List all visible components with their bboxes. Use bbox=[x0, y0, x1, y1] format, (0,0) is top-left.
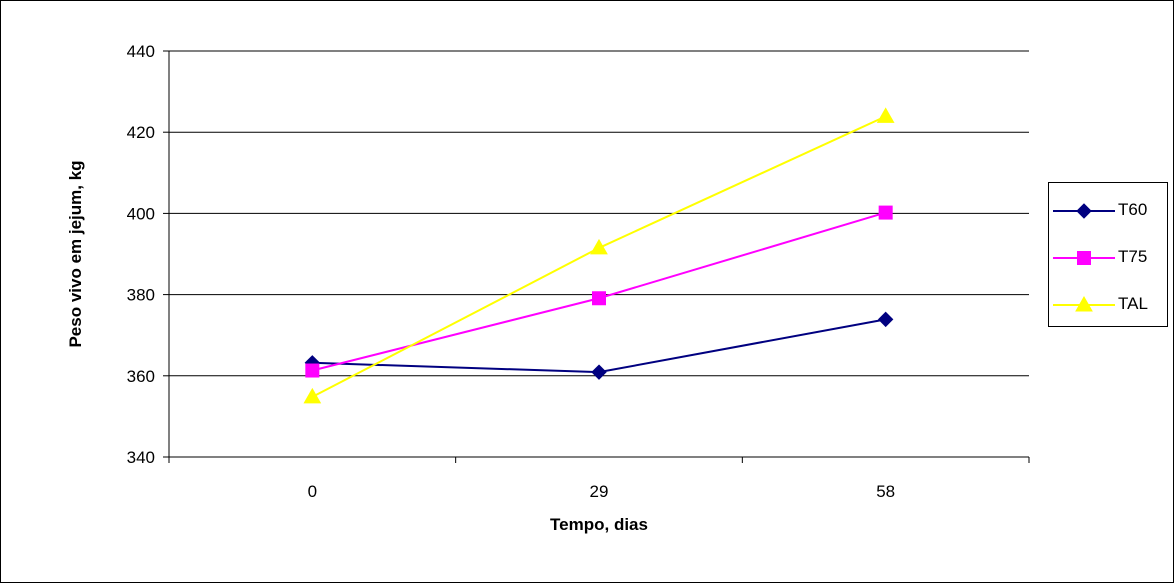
axes bbox=[163, 50, 1030, 463]
legend-swatch bbox=[1053, 296, 1115, 312]
y-tick-label: 400 bbox=[127, 204, 155, 223]
legend-swatch bbox=[1053, 251, 1115, 265]
data-point bbox=[876, 107, 895, 123]
data-point bbox=[303, 387, 322, 404]
legend-label: TAL bbox=[1118, 294, 1148, 313]
x-tick-label: 0 bbox=[308, 482, 317, 501]
data-point bbox=[591, 364, 607, 380]
legend-label: T75 bbox=[1118, 247, 1148, 266]
x-tick-label: 58 bbox=[876, 482, 895, 501]
legend-item: TAL bbox=[1049, 289, 1167, 319]
legend-label: T60 bbox=[1118, 200, 1148, 219]
legend-item: T60 bbox=[1049, 195, 1167, 225]
y-tick-label: 380 bbox=[127, 286, 155, 305]
data-point bbox=[305, 363, 320, 378]
x-tick-labels: 0 29 58 bbox=[308, 482, 896, 501]
y-tick-label: 440 bbox=[127, 42, 155, 61]
legend-marker bbox=[1075, 296, 1093, 312]
series-t60 bbox=[304, 311, 894, 380]
legend-swatch bbox=[1053, 203, 1115, 219]
y-tick-label: 360 bbox=[127, 367, 155, 386]
y-tick-label: 420 bbox=[127, 123, 155, 142]
y-tick-label: 340 bbox=[127, 448, 155, 467]
legend-marker bbox=[1076, 203, 1092, 219]
data-point bbox=[590, 238, 608, 255]
series-tal bbox=[303, 107, 895, 404]
data-point bbox=[592, 291, 606, 306]
x-axis-label: Tempo, dias bbox=[550, 515, 648, 534]
data-point bbox=[877, 311, 894, 328]
x-tick-label: 29 bbox=[590, 482, 609, 501]
y-tick-labels: 340 360 380 400 420 440 bbox=[127, 42, 155, 467]
data-point bbox=[878, 205, 893, 220]
legend-marker bbox=[1077, 251, 1091, 265]
legend-item: T75 bbox=[1049, 242, 1167, 272]
legend: T60 T75 TAL bbox=[1048, 182, 1168, 327]
series-group bbox=[303, 107, 895, 404]
y-axis-label: Peso vivo em jejum, kg bbox=[66, 160, 85, 347]
